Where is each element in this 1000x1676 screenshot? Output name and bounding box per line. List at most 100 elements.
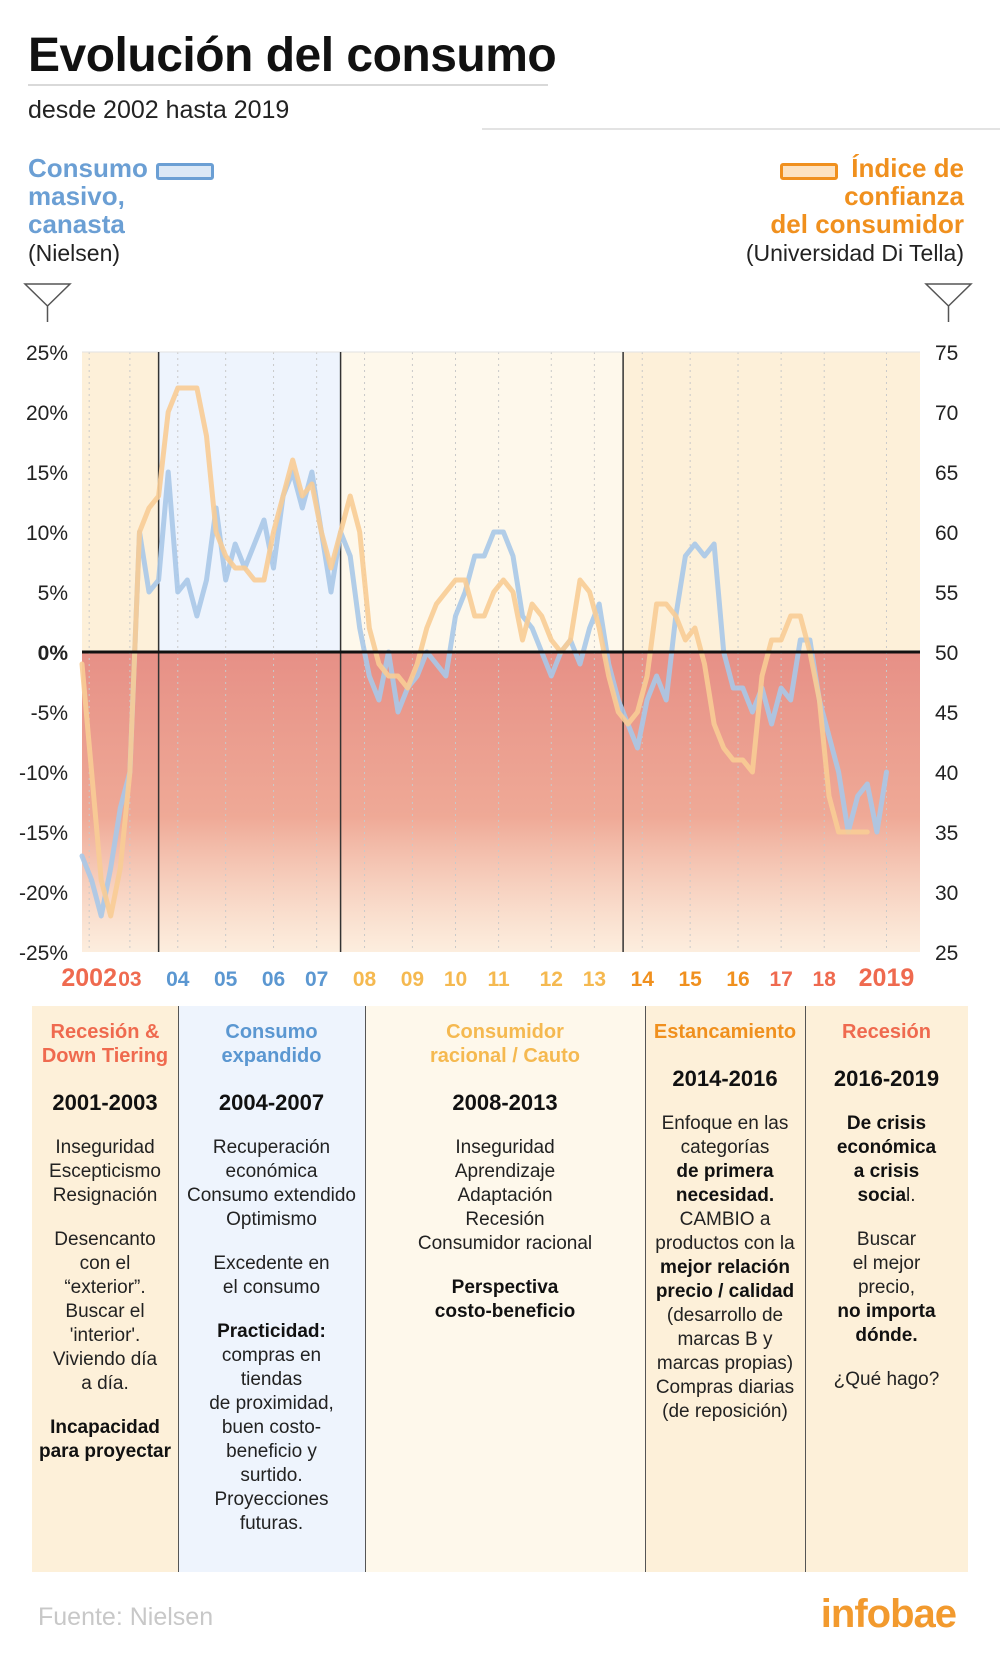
x-tick-label: 18 — [813, 968, 837, 990]
bold-text: a crisis — [853, 1161, 920, 1182]
x-tick-label: 2019 — [859, 964, 915, 990]
phase-column: Consumo expandido 2004-2007 Recuperación eco… — [178, 1006, 365, 1572]
phase-paragraph: Incapacidad para proyectar — [38, 1416, 172, 1464]
header-divider — [482, 128, 1000, 130]
x-tick-label: 06 — [262, 968, 285, 990]
legend-confianza-line: Índice de — [851, 153, 964, 183]
x-tick-label: 04 — [166, 968, 190, 990]
x-tick-label: 16 — [726, 968, 749, 990]
phase-line: Compras diarias — [655, 1377, 795, 1398]
phase-years: 2004-2007 — [218, 1090, 325, 1115]
phase-line: Buscar — [856, 1229, 917, 1250]
phase-line: económica — [225, 1161, 318, 1182]
phase-line: Recuperación — [212, 1137, 331, 1158]
x-tick-label: 10 — [444, 968, 467, 990]
bold-text: De crisis — [846, 1113, 927, 1134]
phase-line: “exterior”. — [64, 1277, 146, 1298]
phase-body: De crisis económica a crisis social. Buscar e… — [805, 1112, 968, 1392]
phase-paragraph: Enfoque en las categorías de primera necesi… — [651, 1112, 799, 1424]
y-left-tick-label: -5% — [31, 702, 68, 725]
phase-paragraph: Perspectiva costo-beneficio — [371, 1276, 639, 1324]
y-right-tick-label: 40 — [935, 762, 958, 785]
phase-column-divider — [805, 1006, 806, 1572]
y-right-tick-label: 25 — [935, 942, 958, 965]
phase-title: Estancamiento — [645, 1020, 805, 1044]
subtitle: desde 2002 hasta 2019 — [28, 96, 290, 124]
phase-line-bold: Practicidad: — [184, 1320, 359, 1344]
phase-title-line: Estancamiento — [653, 1021, 797, 1043]
y-right-tick-label: 65 — [935, 462, 958, 485]
x-tick-label: 2002 — [61, 964, 117, 990]
phase-line: con el — [79, 1253, 131, 1274]
phase-line: el mejor — [852, 1253, 921, 1274]
phase-paragraph: Practicidad: compras en tiendas de proximid… — [184, 1320, 359, 1536]
phase-body: Recuperación económica Consumo extendido Op… — [178, 1136, 365, 1536]
bold-text: para proyectar — [38, 1441, 171, 1462]
y-right-tick-label: 50 — [935, 642, 958, 665]
title-divider — [28, 84, 548, 86]
phase-column: Recesión 2016-2019 De crisis económica a cri… — [805, 1006, 968, 1572]
bold-text: Incapacidad — [50, 1417, 160, 1438]
phase-paragraph: Buscar el mejor precio, no importa dónde. — [811, 1228, 962, 1348]
x-tick-label: 09 — [401, 968, 424, 990]
phase-line: De crisis — [811, 1112, 962, 1136]
legend-consumo-line: canasta — [28, 209, 125, 239]
x-tick-label: 12 — [540, 968, 563, 990]
y-right-tick-label: 60 — [935, 522, 958, 545]
bold-text: costo-beneficio — [434, 1301, 576, 1322]
bold-text: mejor relación — [660, 1257, 790, 1278]
phase-line: precio, — [857, 1277, 916, 1298]
phase-paragraph: Excedente en el consumo — [184, 1252, 359, 1300]
phase-title: Recesión — [805, 1020, 968, 1044]
phase-line: categorías — [680, 1137, 770, 1158]
legend-consumo-source: (Nielsen) — [28, 240, 121, 266]
x-tick-label: 03 — [118, 968, 141, 990]
legend-consumo-line: masivo, — [28, 181, 125, 211]
bold-text: Practicidad: — [217, 1321, 326, 1342]
phase-title-line: Down Tiering — [41, 1045, 169, 1067]
phase-line-bold: para proyectar — [38, 1440, 172, 1464]
phase-band — [158, 352, 341, 652]
legend-confianza: Índice de confianza del consumidor — [770, 154, 964, 238]
phase-line: Enfoque en las — [661, 1113, 789, 1134]
phase-line: Inseguridad — [55, 1137, 155, 1158]
phase-line: surtido. — [240, 1465, 303, 1486]
funnel-icon — [23, 283, 72, 322]
x-tick-label: 05 — [214, 968, 238, 990]
phase-title-line: Recesión & — [50, 1021, 160, 1043]
y-right-tick-label: 75 — [935, 342, 958, 365]
phase-paragraph: ¿Qué hago? — [833, 1369, 940, 1390]
phase-line: Desencanto — [54, 1229, 156, 1250]
phase-line: necesidad. — [651, 1184, 799, 1208]
phase-line: Escepticismo — [49, 1161, 161, 1182]
phase-paragraph: De crisis económica a crisis social. — [811, 1112, 962, 1208]
bold-text: económica — [836, 1137, 937, 1158]
phase-line: Adaptación — [457, 1185, 553, 1206]
phase-line: futuras. — [239, 1513, 304, 1534]
phase-years: 2001-2003 — [52, 1090, 158, 1115]
phase-years: 2014-2016 — [672, 1066, 778, 1091]
phase-line: Optimismo — [226, 1209, 317, 1230]
phase-line: a día. — [81, 1373, 129, 1394]
phase-body: Inseguridad Aprendizaje Adaptación Recesión… — [365, 1136, 645, 1324]
negative-zone — [82, 652, 920, 952]
phase-line: buen costo- — [221, 1417, 322, 1438]
funnel-icon — [924, 283, 973, 322]
phase-line: 'interior'. — [69, 1325, 141, 1346]
phase-line-bold: costo-beneficio — [371, 1300, 639, 1324]
phase-line: a crisis — [811, 1160, 962, 1184]
phase-line: marcas propias) — [656, 1353, 794, 1374]
phase-paragraph: Recuperación económica Consumo extendido Op… — [184, 1136, 359, 1232]
y-left-tick-label: 10% — [26, 522, 68, 545]
phase-line: productos con la — [655, 1233, 795, 1254]
legend-confianza-line: del consumidor — [770, 209, 964, 239]
phase-line-bold: Incapacidad — [38, 1416, 172, 1440]
phase-line: mejor relación — [651, 1256, 799, 1280]
y-right-tick-label: 45 — [935, 702, 958, 725]
y-left-tick-label: -20% — [19, 882, 68, 905]
bold-text: no importa — [837, 1301, 936, 1322]
phase-line: compras en — [221, 1345, 322, 1366]
x-tick-label: 11 — [488, 968, 511, 990]
y-left-tick-label: 15% — [26, 462, 68, 485]
phase-line: tiendas — [240, 1369, 303, 1390]
